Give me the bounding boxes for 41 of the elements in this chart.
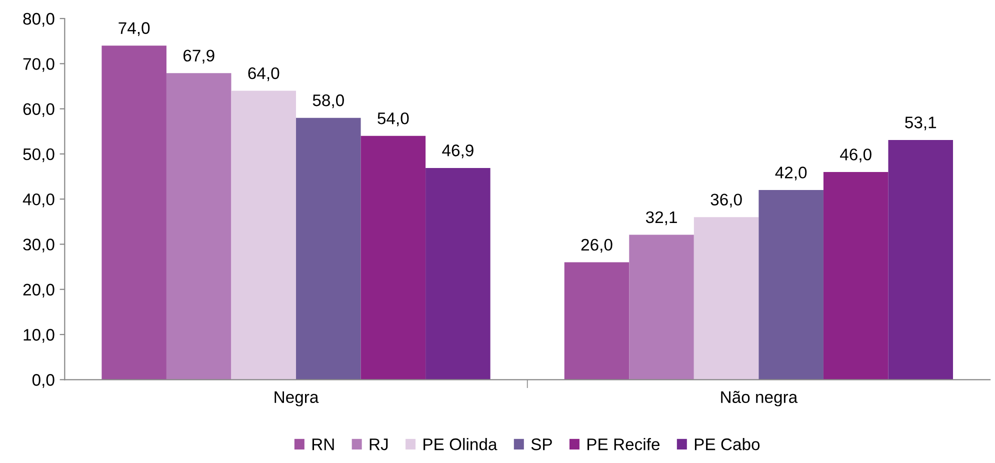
data-label: 36,0 xyxy=(710,194,742,208)
bar xyxy=(166,73,232,380)
bar xyxy=(758,190,824,380)
legend-label: PE Recife xyxy=(588,438,660,450)
y-tick-label: 80,0 xyxy=(23,12,54,27)
bar xyxy=(629,234,694,380)
legend-label: RN xyxy=(312,438,334,450)
data-label: 67,9 xyxy=(183,50,214,64)
legend-label: SP xyxy=(531,438,552,450)
y-tick-label: 10,0 xyxy=(24,328,54,343)
data-label: 26,0 xyxy=(581,238,612,253)
data-label: 74,0 xyxy=(118,22,150,36)
data-label: 46,0 xyxy=(840,148,872,162)
bar xyxy=(360,136,426,380)
data-label: 46,9 xyxy=(442,144,474,158)
data-label: 64,0 xyxy=(248,67,280,82)
x-tick-label: Não negra xyxy=(721,390,798,406)
bar xyxy=(426,168,490,380)
y-tick-label: 60,0 xyxy=(23,103,54,117)
bar xyxy=(231,90,296,380)
bar xyxy=(823,172,888,380)
data-label: 42,0 xyxy=(775,166,807,180)
bar xyxy=(564,262,630,380)
bar xyxy=(296,118,361,380)
data-label: 54,0 xyxy=(378,112,409,126)
data-label: 32,1 xyxy=(646,211,677,226)
legend-label: RJ xyxy=(370,438,388,450)
data-label: 58,0 xyxy=(312,94,344,108)
y-tick-label: 30,0 xyxy=(23,238,54,252)
legend-label: PE Cabo xyxy=(694,438,760,450)
y-tick-label: 20,0 xyxy=(23,284,54,298)
y-tick-label: 70,0 xyxy=(23,58,54,72)
x-tick-label: Negra xyxy=(274,391,319,406)
bar xyxy=(102,46,166,380)
bar xyxy=(888,140,954,380)
data-label: 53,1 xyxy=(905,116,936,130)
bar xyxy=(694,217,759,380)
y-tick-label: 0,0 xyxy=(32,374,54,388)
y-tick-label: 40,0 xyxy=(22,193,54,208)
y-tick-label: 50,0 xyxy=(23,148,54,162)
legend-label: PE Olinda xyxy=(424,438,498,450)
